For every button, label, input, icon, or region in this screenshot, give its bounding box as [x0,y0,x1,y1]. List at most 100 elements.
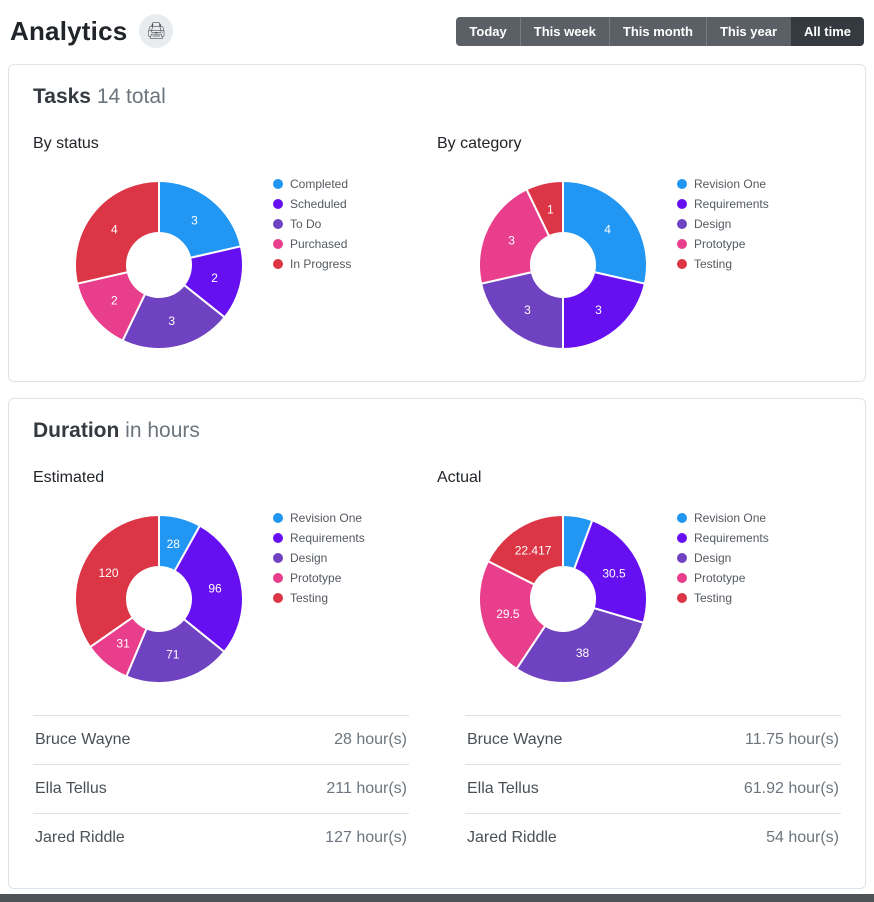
donut-slice-revision-one[interactable] [562,180,648,285]
legend-dot [273,573,283,583]
table-row: Bruce Wayne 28 hour(s) [33,715,409,764]
legend-item-in-progress[interactable]: In Progress [273,257,351,271]
legend-label: To Do [290,217,322,231]
filter-all-time[interactable]: All time [790,16,864,46]
tasks-title-text: Tasks [33,85,91,108]
legend-label: Prototype [290,571,342,585]
duration-title-text: Duration [33,419,120,442]
donut-slice-completed[interactable] [158,180,242,259]
legend-item-prototype[interactable]: Prototype [273,571,365,585]
donut-slice-prototype[interactable] [478,188,551,285]
donut-slice-design[interactable] [515,607,645,684]
legend-dot [273,593,283,603]
duration-unit-text: in hours [125,419,200,442]
donut-chart: 28 96 71 31 120 [74,514,244,684]
page-header: Analytics 🖨 Today This week This month T… [8,8,866,64]
donut-slice-testing[interactable] [525,180,564,238]
person-name: Ella Tellus [35,780,107,797]
legend-item-requirements[interactable]: Requirements [677,197,769,211]
legend-label: Requirements [290,531,365,545]
filter-this-month[interactable]: This month [608,16,706,46]
tasks-card: Tasks 14 total By status 3 2 3 2 4 Completed S… [8,64,866,382]
legend-dot [273,219,283,229]
donut-slice-testing[interactable] [74,514,160,649]
legend-label: Revision One [694,511,767,525]
person-name: Jared Riddle [467,829,557,846]
donut-slice-testing[interactable] [487,514,564,586]
actual-title: Actual [437,469,482,486]
filter-this-year[interactable]: This year [705,16,791,46]
person-hours: 61.92 hour(s) [743,780,839,797]
legend-item-prototype[interactable]: Prototype [677,571,769,585]
legend-item-testing[interactable]: Testing [677,257,769,271]
legend-item-purchased[interactable]: Purchased [273,237,351,251]
legend-item-completed[interactable]: Completed [273,177,351,191]
person-hours: 127 hour(s) [325,829,407,846]
legend-item-revision-one[interactable]: Revision One [677,511,769,525]
legend-dot [677,199,687,209]
legend-dot [273,533,283,543]
slice-value-label: 22.417 [515,544,552,558]
slice-value-label: 2 [111,294,118,308]
slice-value-label: 71 [166,648,180,662]
donut-slice-design[interactable] [125,618,226,684]
tasks-card-title: Tasks 14 total [33,85,841,109]
slice-value-label: 2 [211,271,218,285]
donut-slice-prototype[interactable] [478,560,547,670]
legend-item-design[interactable]: Design [677,551,769,565]
chart-legend: Revision One Requirements Design Prototype T… [677,177,769,277]
filter-this-week[interactable]: This week [519,16,609,46]
legend-item-scheduled[interactable]: Scheduled [273,197,351,211]
chart-legend: Revision One Requirements Design Prototype T… [677,511,769,611]
legend-dot [677,533,687,543]
legend-item-revision-one[interactable]: Revision One [677,177,769,191]
legend-dot [273,553,283,563]
person-hours: 11.75 hour(s) [745,731,839,748]
legend-item-testing[interactable]: Testing [273,591,365,605]
legend-dot [273,179,283,189]
slice-value-label: 28 [167,537,181,551]
legend-label: Design [694,551,732,565]
table-row: Ella Tellus 61.92 hour(s) [465,764,841,813]
slice-value-label: 3 [524,303,531,317]
legend-item-design[interactable]: Design [677,217,769,231]
person-name: Jared Riddle [35,829,125,846]
legend-dot [677,219,687,229]
legend-label: Testing [694,591,733,605]
legend-item-requirements[interactable]: Requirements [677,531,769,545]
legend-label: Prototype [694,237,746,251]
by-status-chart: 3 2 3 2 4 Completed Scheduled To Do Purchased In … [33,175,437,355]
donut-slice-to-do[interactable] [121,283,226,350]
tasks-by-status-block: By status 3 2 3 2 4 Completed Scheduled To Do Pu… [33,135,437,355]
legend-item-prototype[interactable]: Prototype [677,237,769,251]
legend-dot [273,513,283,523]
legend-label: Testing [694,257,733,271]
estimated-chart: 28 96 71 31 120 Revision One Requirements Desig… [33,509,437,689]
legend-item-testing[interactable]: Testing [677,591,769,605]
table-row: Ella Tellus 211 hour(s) [33,764,409,813]
legend-label: Requirements [694,197,769,211]
legend-item-requirements[interactable]: Requirements [273,531,365,545]
filter-today[interactable]: Today [456,16,520,46]
donut-slice-requirements[interactable] [562,271,646,350]
by-status-title: By status [33,135,99,152]
donut-slice-in-progress[interactable] [74,180,160,285]
donut-chart: 30.5 38 29.5 22.417 [478,514,648,684]
print-button[interactable]: 🖨 [139,14,174,48]
legend-label: In Progress [290,257,352,271]
donut-chart: 4 3 3 3 1 [478,180,648,350]
legend-label: Design [694,217,732,231]
slice-value-label: 120 [98,566,118,580]
legend-label: Purchased [290,237,348,251]
legend-item-to-do[interactable]: To Do [273,217,351,231]
actual-chart: 30.5 38 29.5 22.417 Revision One Requirements… [437,509,841,689]
donut-slice-requirements[interactable] [573,519,648,624]
donut-slice-design[interactable] [480,271,564,350]
next-section-edge [0,894,874,902]
legend-item-revision-one[interactable]: Revision One [273,511,365,525]
donut-slice-requirements[interactable] [173,524,244,653]
legend-dot [677,513,687,523]
by-category-chart: 4 3 3 3 1 Revision One Requirements Design Proto… [437,175,841,355]
legend-dot [677,593,687,603]
legend-item-design[interactable]: Design [273,551,365,565]
